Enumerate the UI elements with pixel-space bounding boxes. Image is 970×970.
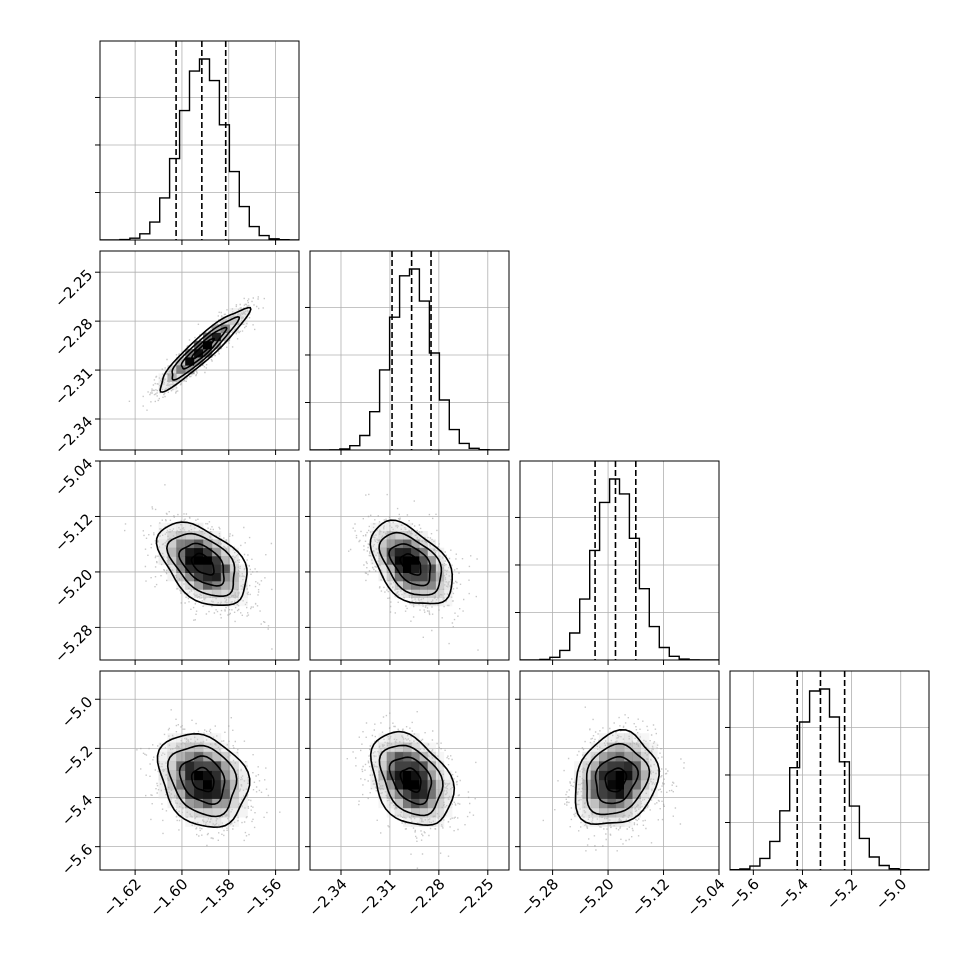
y-tick-label: −5.12 xyxy=(51,510,96,555)
scatter-panel-0-3: −5.6 −5.4 −5.2 −5.0 −1.62 −1.60 −1.58 −1.56 xyxy=(58,670,300,920)
contour-3 xyxy=(369,519,453,605)
y-tick-label: −5.2 xyxy=(58,742,96,780)
panel-frame xyxy=(309,250,510,451)
x-tick-label: −5.12 xyxy=(628,875,673,920)
contour-1 xyxy=(388,756,433,806)
x-tick-label: −1.62 xyxy=(100,875,145,920)
histogram-panel-2 xyxy=(515,460,720,665)
x-tick-label: −5.0 xyxy=(872,875,910,913)
contour-3 xyxy=(159,306,252,393)
panel-frame xyxy=(309,460,510,661)
x-tick-label: −5.6 xyxy=(725,875,763,913)
panel-frame xyxy=(519,460,720,661)
y-tick-label: −5.28 xyxy=(51,621,96,666)
x-tick-label: −2.31 xyxy=(354,875,399,920)
x-tick-label: −5.2 xyxy=(823,875,861,913)
contour-2 xyxy=(165,532,236,597)
histogram-steps xyxy=(520,478,719,660)
scatter-points xyxy=(136,709,281,847)
scatter-panel-0-1: −2.34−2.31−2.28−2.25 xyxy=(51,250,300,458)
scatter-points xyxy=(124,484,273,650)
histogram-panel-1 xyxy=(305,250,510,455)
scatter-panel-1-2 xyxy=(305,460,510,665)
x-tick-label: −1.60 xyxy=(146,875,191,920)
x-tick-label: −2.34 xyxy=(305,875,350,920)
x-tick-label: −5.04 xyxy=(683,875,728,920)
panel-frame xyxy=(99,670,300,871)
x-tick-label: −5.20 xyxy=(572,875,617,920)
x-tick-label: −1.58 xyxy=(193,875,238,920)
y-tick-label: −5.20 xyxy=(51,566,96,611)
y-tick-label: −2.25 xyxy=(51,266,96,311)
contour-3 xyxy=(369,730,456,827)
y-tick-label: −5.0 xyxy=(58,693,96,731)
contour-3 xyxy=(574,728,660,826)
contour-0 xyxy=(190,552,215,576)
y-tick-label: −2.28 xyxy=(51,315,96,360)
panel-frame xyxy=(309,670,510,871)
scatter-panel-2-3: −5.28 −5.20 −5.12 −5.04 xyxy=(515,670,729,920)
histogram-steps xyxy=(100,58,299,240)
contour-0 xyxy=(190,766,215,793)
histogram-steps xyxy=(310,268,509,450)
x-tick-label: −2.25 xyxy=(452,875,497,920)
y-tick-label: −5.4 xyxy=(58,791,96,829)
panel-frame xyxy=(729,670,930,871)
contour-0 xyxy=(399,767,422,794)
x-tick-label: −5.28 xyxy=(517,875,562,920)
contour-2 xyxy=(171,315,241,381)
contour-1 xyxy=(180,326,228,370)
contour-2 xyxy=(378,531,443,596)
y-tick-label: −2.31 xyxy=(51,364,96,409)
x-tick-label: −2.28 xyxy=(403,875,448,920)
panel-frame xyxy=(99,460,300,661)
histogram-steps xyxy=(730,688,929,870)
panel-frame xyxy=(99,40,300,241)
y-tick-label: −5.6 xyxy=(58,840,96,878)
panel-frame xyxy=(99,250,300,451)
contour-1 xyxy=(178,755,226,806)
y-tick-label: −2.34 xyxy=(51,413,96,458)
histogram-panel-0 xyxy=(95,40,300,245)
contour-3 xyxy=(156,732,251,829)
contour-1 xyxy=(178,542,225,587)
x-tick-label: −5.4 xyxy=(774,875,812,913)
contour-0 xyxy=(399,553,422,576)
contour-0 xyxy=(604,767,628,793)
scatter-panel-0-2: −5.28 −5.20 −5.12 −5.04 xyxy=(51,455,300,666)
contour-3 xyxy=(155,521,248,606)
contour-1 xyxy=(388,543,432,587)
contour-2 xyxy=(166,744,238,818)
contour-2 xyxy=(378,744,444,817)
x-tick-label: −1.56 xyxy=(240,875,285,920)
contour-2 xyxy=(585,742,651,816)
y-tick-label: −5.04 xyxy=(51,455,96,500)
contour-0 xyxy=(191,337,216,360)
panel-frame xyxy=(519,670,720,871)
histogram-panel-3: −5.6 −5.4 −5.2 −5.0 xyxy=(725,670,930,913)
contour-1 xyxy=(594,755,640,805)
scatter-panel-1-3: −2.34 −2.31 −2.28 −2.25 xyxy=(305,670,510,920)
